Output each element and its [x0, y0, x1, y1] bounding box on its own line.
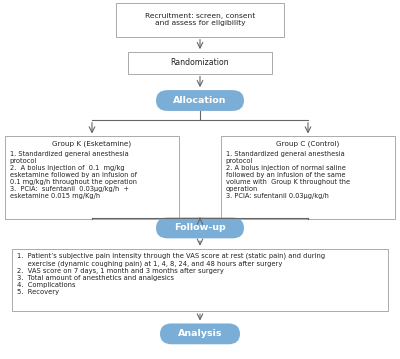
Text: Follow-up: Follow-up: [174, 223, 226, 233]
FancyBboxPatch shape: [128, 52, 272, 74]
Text: Analysis: Analysis: [178, 329, 222, 339]
Text: Recruitment: screen, consent
and assess for eligibility: Recruitment: screen, consent and assess …: [145, 13, 255, 26]
FancyBboxPatch shape: [221, 136, 395, 219]
FancyBboxPatch shape: [156, 218, 244, 238]
FancyBboxPatch shape: [12, 248, 388, 312]
Text: Allocation: Allocation: [173, 96, 227, 105]
FancyBboxPatch shape: [160, 323, 240, 344]
Text: 1.  Patient’s subjective pain intensity through the VAS score at rest (static pa: 1. Patient’s subjective pain intensity t…: [17, 253, 325, 295]
Text: Group K (Esketamine): Group K (Esketamine): [52, 140, 132, 146]
Text: 1. Standardized general anesthesia
protocol
2.  A bolus injection of  0.1  mg/kg: 1. Standardized general anesthesia proto…: [10, 151, 137, 199]
FancyBboxPatch shape: [116, 3, 284, 37]
FancyBboxPatch shape: [156, 90, 244, 111]
FancyBboxPatch shape: [5, 136, 179, 219]
Text: 1. Standardized general anesthesia
protocol
2. A bolus injection of normal salin: 1. Standardized general anesthesia proto…: [226, 151, 350, 199]
Text: Randomization: Randomization: [171, 58, 229, 67]
Text: Group C (Control): Group C (Control): [276, 140, 340, 146]
